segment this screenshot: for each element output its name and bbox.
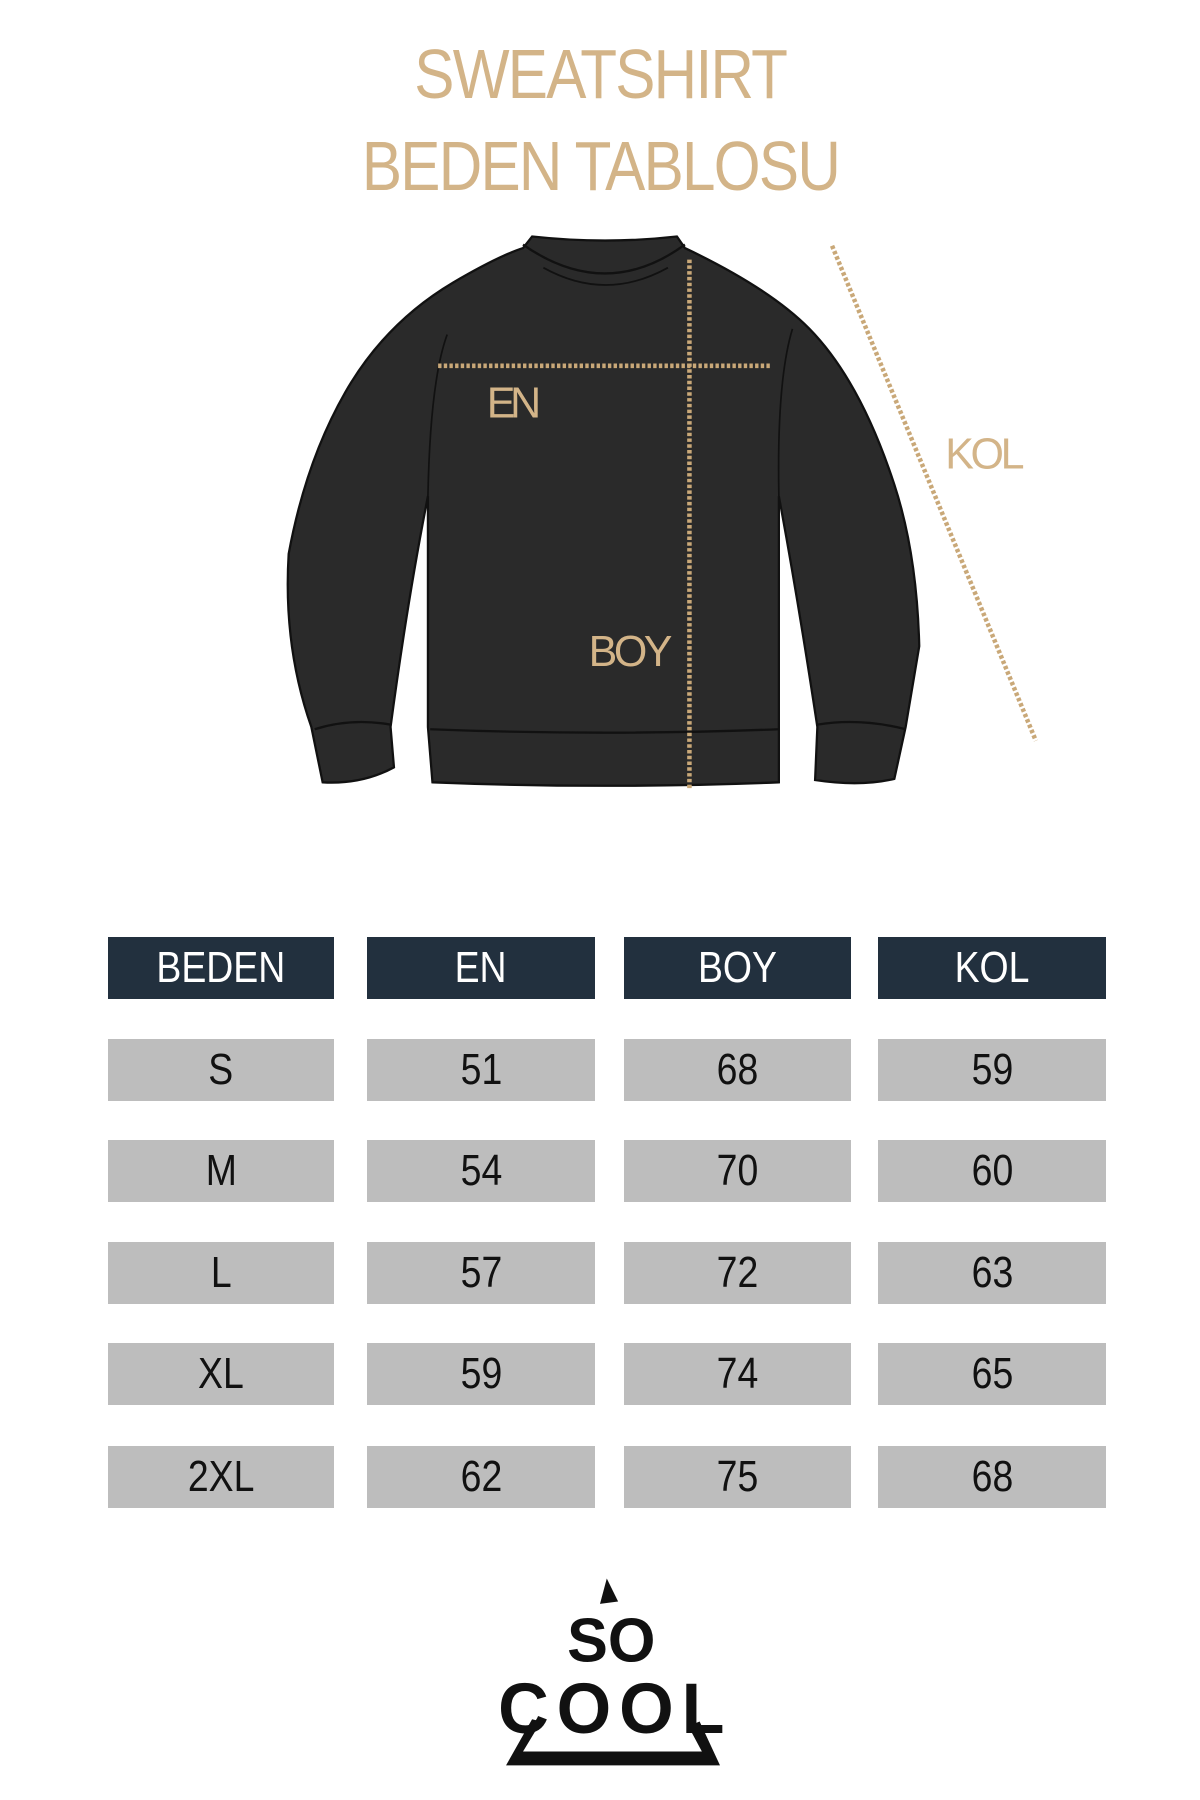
cell-value: 75 bbox=[716, 1452, 759, 1501]
kol-measure-line bbox=[829, 244, 1038, 742]
header-boy: BOY bbox=[624, 937, 851, 999]
table-cell: 59 bbox=[878, 1039, 1106, 1101]
svg-text:COOL: COOL bbox=[498, 1669, 724, 1749]
en-label: EN bbox=[487, 379, 541, 427]
kol-label: KOL bbox=[945, 430, 1024, 478]
header-beden: BEDEN bbox=[108, 937, 334, 999]
table-cell: 54 bbox=[367, 1140, 595, 1202]
cell-value: S bbox=[208, 1045, 234, 1094]
header-text: EN bbox=[455, 943, 507, 992]
cell-value: 68 bbox=[971, 1452, 1013, 1501]
table-cell: 51 bbox=[367, 1039, 595, 1101]
cell-value: 62 bbox=[460, 1452, 502, 1501]
cell-value: XL bbox=[198, 1349, 244, 1398]
table-cell: 57 bbox=[367, 1242, 595, 1304]
cell-value: L bbox=[210, 1248, 232, 1297]
title-text: SWEATSHIRT bbox=[414, 35, 788, 113]
table-cell: 59 bbox=[367, 1343, 595, 1405]
table-cell: 2XL bbox=[108, 1446, 334, 1508]
header-text: BOY bbox=[698, 943, 777, 992]
header-text: KOL bbox=[954, 943, 1030, 992]
table-cell: 70 bbox=[624, 1140, 851, 1202]
cell-value: 74 bbox=[716, 1349, 759, 1398]
so-cool-logo: SO COOL bbox=[498, 1578, 725, 1766]
cell-value: 70 bbox=[716, 1146, 759, 1195]
cell-value: M bbox=[205, 1146, 237, 1195]
cell-value: 68 bbox=[716, 1045, 759, 1094]
table-cell: L bbox=[108, 1242, 334, 1304]
sweatshirt-illustration bbox=[286, 235, 921, 787]
cell-value: 60 bbox=[971, 1146, 1013, 1195]
cell-value: 72 bbox=[716, 1248, 759, 1297]
header-kol: KOL bbox=[878, 937, 1106, 999]
cell-value: 54 bbox=[460, 1146, 502, 1195]
header-text: BEDEN bbox=[156, 943, 286, 992]
svg-text:SO: SO bbox=[567, 1606, 655, 1676]
subtitle-text: BEDEN TABLOSU bbox=[361, 127, 840, 205]
boy-label: BOY bbox=[589, 627, 673, 675]
table-cell: 68 bbox=[624, 1039, 851, 1101]
table-cell: 74 bbox=[624, 1343, 851, 1405]
header-en: EN bbox=[367, 937, 595, 999]
title-line-1: SWEATSHIRT bbox=[0, 34, 1200, 114]
cell-value: 57 bbox=[460, 1248, 502, 1297]
cell-value: 59 bbox=[460, 1349, 502, 1398]
cell-value: 59 bbox=[971, 1045, 1013, 1094]
table-cell: 60 bbox=[878, 1140, 1106, 1202]
table-cell: 62 bbox=[367, 1446, 595, 1508]
table-cell: 65 bbox=[878, 1343, 1106, 1405]
table-cell: 72 bbox=[624, 1242, 851, 1304]
table-cell: XL bbox=[108, 1343, 334, 1405]
cell-value: 63 bbox=[971, 1248, 1013, 1297]
title-line-2: BEDEN TABLOSU bbox=[0, 126, 1200, 206]
table-cell: 63 bbox=[878, 1242, 1106, 1304]
table-cell: S bbox=[108, 1039, 334, 1101]
cell-value: 51 bbox=[460, 1045, 502, 1094]
cell-value: 65 bbox=[971, 1349, 1013, 1398]
table-cell: 68 bbox=[878, 1446, 1106, 1508]
table-cell: M bbox=[108, 1140, 334, 1202]
table-cell: 75 bbox=[624, 1446, 851, 1508]
cell-value: 2XL bbox=[187, 1452, 255, 1501]
